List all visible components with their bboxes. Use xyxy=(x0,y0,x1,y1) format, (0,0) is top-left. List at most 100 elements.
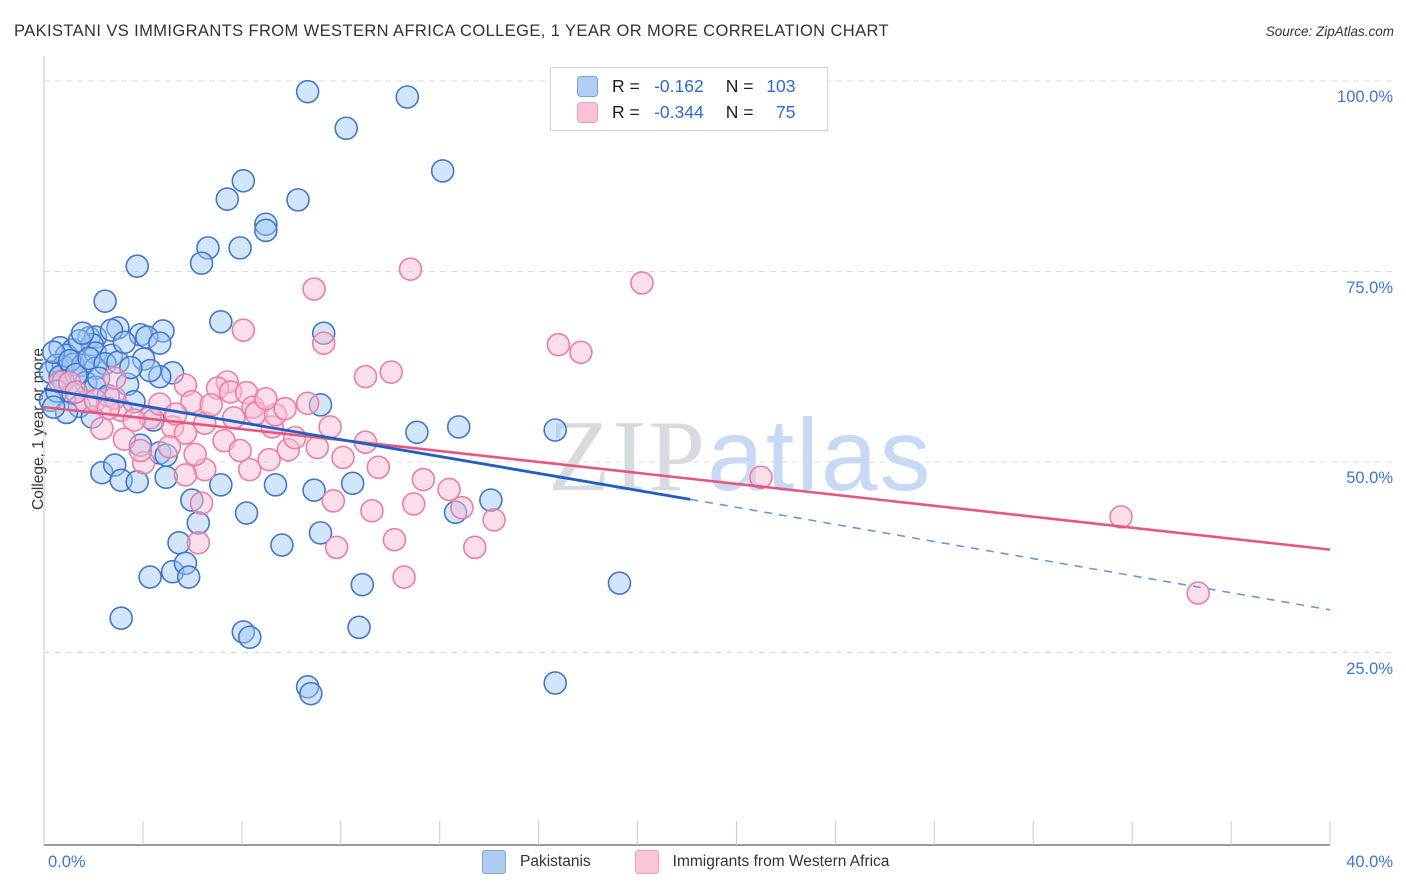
scatter-point-western-africa xyxy=(122,408,146,432)
scatter-point-pakistanis xyxy=(295,79,320,104)
western-africa-swatch-icon xyxy=(577,101,598,123)
scatter-point-western-africa xyxy=(302,277,326,301)
scatter-point-pakistanis xyxy=(147,331,172,355)
trend-line-western-africa xyxy=(43,405,1331,551)
scatter-point-western-africa xyxy=(401,492,426,516)
scatter-point-western-africa xyxy=(257,447,281,472)
scatter-point-pakistanis xyxy=(254,212,278,237)
scatter-point-pakistanis xyxy=(340,471,365,496)
scatter-point-pakistanis xyxy=(347,615,371,640)
scatter-point-western-africa xyxy=(228,438,252,463)
scatter-point-western-africa xyxy=(295,391,320,416)
scatter-point-western-africa xyxy=(398,257,423,282)
scatter-point-western-africa xyxy=(173,463,198,487)
y-tick-label-75: 75.0% xyxy=(1346,278,1393,297)
scatter-point-western-africa xyxy=(305,435,330,460)
trend-line-pakistanis-solid xyxy=(43,387,691,501)
scatter-point-western-africa xyxy=(331,445,355,470)
scatter-point-pakistanis xyxy=(173,551,198,576)
y-tick-label-50: 50.0% xyxy=(1346,469,1393,487)
n-label: N = xyxy=(725,101,754,122)
scatter-point-pakistanis xyxy=(430,159,455,183)
scatter-point-western-africa xyxy=(102,366,127,390)
n-label: N = xyxy=(725,75,754,96)
scatter-point-pakistanis xyxy=(405,420,429,445)
scatter-point-pakistanis xyxy=(479,488,503,512)
y-tick-label-100: 100.0% xyxy=(1337,88,1393,106)
scatter-point-western-africa xyxy=(189,491,214,515)
scatter-point-pakistanis xyxy=(234,501,259,525)
scatter-point-western-africa xyxy=(1186,581,1210,605)
scatter-point-western-africa xyxy=(311,331,336,355)
scatter-point-western-africa xyxy=(318,415,342,439)
scatter-point-pakistanis xyxy=(543,671,567,695)
scatter-point-western-africa xyxy=(437,477,461,502)
pakistanis-swatch-icon xyxy=(482,850,506,874)
correlation-legend-box: R = -0.162 N = 103 R = -0.344 N = 75 xyxy=(550,67,828,131)
scatter-point-pakistanis xyxy=(607,571,632,595)
scatter-point-western-africa xyxy=(382,527,407,552)
n-value: 103 xyxy=(766,75,796,96)
scatter-point-western-africa xyxy=(546,332,571,357)
scatter-point-pakistanis xyxy=(228,236,252,260)
r-value: -0.162 xyxy=(654,75,704,96)
scatter-point-western-africa xyxy=(90,416,114,441)
scatter-point-pakistanis xyxy=(237,625,262,650)
scatter-point-pakistanis xyxy=(299,681,323,706)
scatter-point-western-africa xyxy=(482,508,506,532)
scatter-point-pakistanis xyxy=(350,572,375,597)
scatter-point-western-africa xyxy=(324,535,349,560)
scatter-point-pakistanis xyxy=(395,85,420,109)
scatter-point-pakistanis xyxy=(286,188,310,212)
scatter-point-western-africa xyxy=(360,498,384,523)
scatter-point-western-africa xyxy=(569,340,593,365)
source-attribution: Source: ZipAtlas.com xyxy=(1265,24,1394,39)
scatter-point-western-africa xyxy=(237,457,262,482)
scatter-point-pakistanis xyxy=(102,453,127,477)
scatter-point-western-africa xyxy=(199,393,223,417)
scatter-point-pakistanis xyxy=(99,318,124,342)
r-value: -0.344 xyxy=(654,101,704,122)
scatter-point-pakistanis xyxy=(138,358,162,383)
scatter-point-pakistanis xyxy=(70,321,95,346)
scatter-point-western-africa xyxy=(273,396,297,421)
scatter-point-pakistanis xyxy=(186,511,211,535)
scatter-point-pakistanis xyxy=(176,565,201,589)
scatter-point-western-africa xyxy=(450,495,474,520)
scatter-point-western-africa xyxy=(749,465,773,490)
scatter-point-pakistanis xyxy=(125,254,150,278)
scatter-point-western-africa xyxy=(630,271,654,295)
x-axis-min-label: 0.0% xyxy=(48,853,86,871)
western-africa-swatch-icon xyxy=(634,850,659,874)
scatter-point-pakistanis xyxy=(109,606,133,631)
scatter-point-western-africa xyxy=(411,467,436,492)
scatter-point-pakistanis xyxy=(54,400,79,425)
scatter-point-pakistanis xyxy=(209,309,233,334)
trend-line-pakistanis-dashed xyxy=(690,498,1331,611)
scatter-point-pakistanis xyxy=(302,478,326,502)
scatter-point-pakistanis xyxy=(138,565,162,589)
scatter-point-pakistanis xyxy=(263,473,288,497)
scatter-point-pakistanis xyxy=(196,236,220,260)
scatter-point-pakistanis xyxy=(308,521,333,545)
scatter-point-western-africa xyxy=(321,489,346,513)
pakistanis-swatch-icon xyxy=(577,75,598,97)
scatter-point-western-africa xyxy=(463,535,487,560)
scatter-point-western-africa xyxy=(183,442,207,467)
scatter-point-western-africa xyxy=(366,455,391,480)
legend-label-western-africa: Immigrants from Western Africa xyxy=(672,853,890,870)
y-tick-label-25: 25.0% xyxy=(1346,659,1393,678)
scatter-point-western-africa xyxy=(128,438,153,463)
series-legend: Pakistanis Immigrants from Western Afric… xyxy=(482,850,889,874)
scatter-point-western-africa xyxy=(157,434,182,459)
scatter-point-pakistanis xyxy=(154,465,178,490)
scatter-point-pakistanis xyxy=(334,116,359,141)
page-title: PAKISTANI VS IMMIGRANTS FROM WESTERN AFR… xyxy=(14,22,890,40)
scatter-point-pakistanis xyxy=(112,330,137,355)
scatter-point-pakistanis xyxy=(270,533,294,557)
scatter-point-western-africa xyxy=(186,530,211,555)
scatter-point-pakistanis xyxy=(231,169,256,193)
scatter-point-pakistanis xyxy=(543,418,567,442)
scatter-point-pakistanis xyxy=(215,187,240,211)
